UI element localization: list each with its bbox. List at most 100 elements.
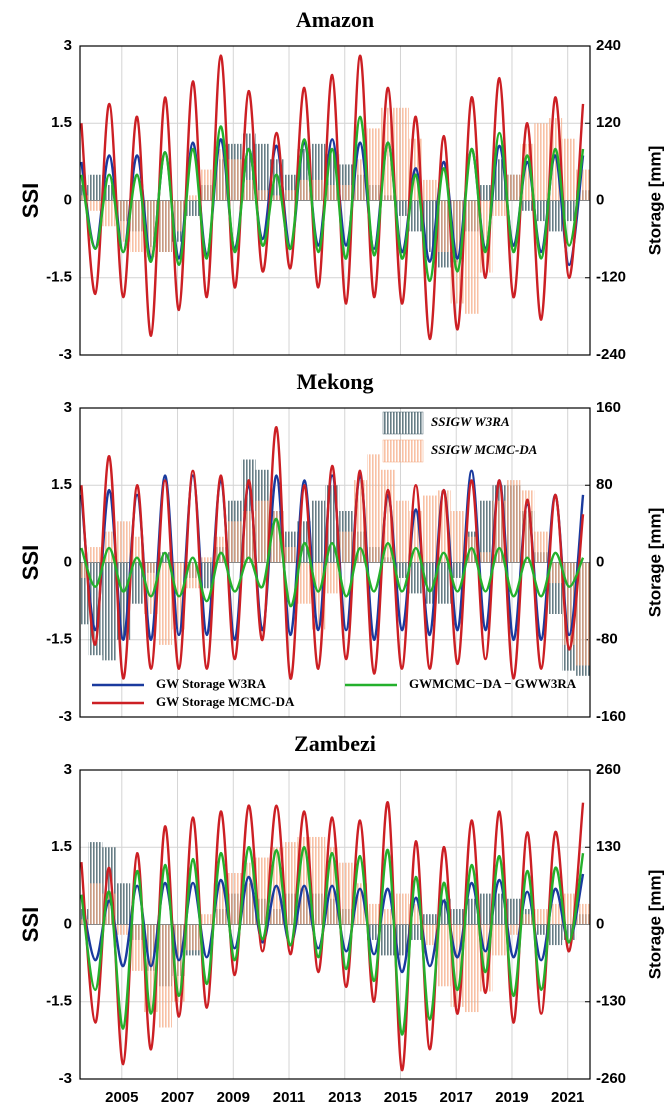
ssi-bar — [548, 924, 563, 946]
ssi-bar — [158, 552, 172, 563]
y2-tick-label: 0 — [596, 915, 604, 932]
ssi-bar — [367, 903, 381, 925]
y-tick-label: -3 — [59, 346, 72, 363]
y-tick-label: 0 — [64, 553, 72, 570]
ssi-bar — [492, 893, 507, 925]
ssi-bar — [394, 200, 409, 216]
ssi-bar — [380, 909, 395, 925]
y2-tick-label: 260 — [596, 761, 621, 778]
ssi-bar — [199, 914, 214, 925]
y-axis-label: SSI — [18, 183, 43, 218]
ssi-bar — [158, 200, 172, 252]
ssi-bar — [116, 883, 131, 925]
plot-frame — [79, 769, 591, 1080]
y2-tick-label: -120 — [596, 269, 626, 286]
ssi-bar — [394, 107, 409, 201]
plot-area — [80, 801, 590, 1072]
ssi-bar — [227, 873, 242, 925]
ssi-bar — [171, 200, 186, 232]
plot-frame — [79, 45, 591, 356]
ssi-bar — [199, 557, 214, 563]
x-tick-label: 2021 — [551, 1089, 584, 1106]
ssi-bar — [408, 562, 423, 594]
ssi-bar — [422, 562, 437, 604]
ssi-bar — [80, 562, 89, 578]
panel-title: Mekong — [297, 369, 374, 394]
ssi-bar — [88, 174, 103, 201]
ssi-bar — [380, 924, 395, 956]
ssi-bar — [534, 909, 549, 925]
y2-tick-label: 0 — [596, 191, 604, 208]
ssi-bar — [227, 159, 242, 201]
ssi-bar — [255, 190, 270, 201]
ssi-bar — [534, 123, 549, 201]
y2-axis-label: Storage [mm] — [645, 508, 664, 618]
y2-tick-label: -80 — [596, 631, 618, 648]
ssi-bar — [297, 562, 312, 604]
ssi-bar — [464, 924, 479, 1013]
legend-label: GW Storage W3RA — [156, 676, 267, 691]
ssi-bar — [548, 562, 563, 584]
y2-tick-label: -160 — [596, 708, 626, 725]
ssi-bar — [408, 200, 423, 232]
ssi-bar — [478, 185, 493, 201]
x-tick-label: 2019 — [495, 1089, 528, 1106]
storage-line — [80, 426, 585, 680]
x-tick-label: 2015 — [384, 1089, 417, 1106]
ssi-bar — [102, 562, 117, 661]
ssi-bar — [283, 547, 298, 563]
ssi-bar — [394, 500, 409, 563]
storage-line — [80, 873, 585, 974]
x-tick-label: 2005 — [105, 1089, 138, 1106]
storage-line — [80, 115, 585, 283]
ssi-bar — [506, 480, 521, 563]
ssi-bar — [562, 138, 577, 201]
x-tick-label: 2007 — [161, 1089, 194, 1106]
ssi-bar — [185, 200, 200, 216]
y2-tick-label: 160 — [596, 399, 621, 416]
ssi-bar — [534, 200, 549, 222]
ssi-bar — [255, 500, 270, 563]
storage-line — [80, 846, 585, 1036]
ssi-bar — [562, 893, 577, 925]
ssi-bar — [158, 924, 172, 1028]
y-axis-label: SSI — [18, 545, 43, 580]
ssi-bar — [422, 914, 437, 925]
x-tick-label: 2017 — [440, 1089, 473, 1106]
ssi-bar — [436, 200, 451, 252]
ssi-bar — [185, 195, 200, 201]
ssi-bar — [492, 924, 507, 956]
ssi-bar — [394, 924, 409, 956]
y2-axis-label: Storage [mm] — [645, 870, 664, 980]
y-axis-label: SSI — [18, 907, 43, 942]
ssi-bar — [116, 924, 131, 935]
ssi-bar — [478, 500, 493, 563]
ssi-bar — [283, 190, 298, 201]
ssi-bar — [130, 562, 145, 604]
legend-label: SSIGW MCMC-DA — [431, 442, 538, 457]
ssi-bar — [367, 128, 381, 201]
ssi-bar — [241, 179, 256, 201]
storage-line — [80, 801, 585, 1072]
ssi-bar — [80, 562, 89, 625]
ssi-bar — [394, 893, 409, 925]
ssi-bar — [422, 495, 437, 563]
ssi-bar — [408, 924, 423, 940]
y-tick-label: 0 — [64, 915, 72, 932]
ssi-bar — [116, 521, 131, 563]
y-tick-label: 3 — [64, 761, 72, 778]
ssi-bar — [506, 924, 521, 935]
ssi-bar — [464, 898, 479, 925]
storage-line — [80, 54, 585, 341]
ssi-bar — [534, 924, 549, 935]
ssi-bar — [269, 195, 284, 201]
ssi-bar — [422, 924, 437, 946]
ssi-bar — [492, 200, 507, 216]
plot-area — [80, 426, 590, 680]
y2-tick-label: -260 — [596, 1070, 626, 1087]
legend-label: SSIGW W3RA — [431, 414, 510, 429]
ssi-bar — [464, 200, 479, 314]
y2-tick-label: 240 — [596, 37, 621, 54]
legend-label: GW Storage MCMC-DA — [156, 694, 295, 709]
